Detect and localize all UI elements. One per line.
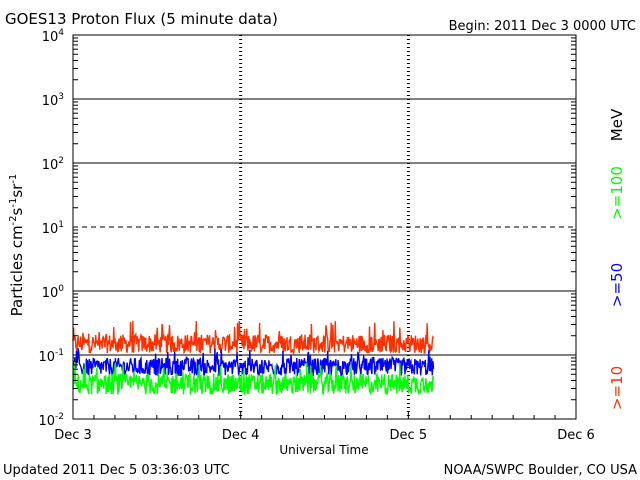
x-tick-label: Dec 5	[390, 428, 428, 443]
y-tick-label: 100	[42, 284, 65, 301]
x-tick-label: Dec 6	[557, 428, 595, 443]
source-label: NOAA/SWPC Boulder, CO USA	[444, 463, 637, 478]
legend: >=10 >=50 >=100 MeV	[608, 108, 626, 410]
y-tick-labels: 10-2 10-1 100 101 102 103 104	[38, 28, 576, 429]
chart-title: GOES13 Proton Flux (5 minute data)	[5, 10, 278, 28]
x-tick-label: Dec 3	[54, 428, 92, 443]
legend-entry: >=10	[608, 366, 626, 410]
y-tick-label: 101	[42, 220, 64, 237]
plot-series	[72, 320, 435, 395]
series-line	[72, 361, 435, 395]
x-tick-labels: Dec 3 Dec 4 Dec 5 Dec 6	[54, 411, 595, 443]
y-axis-label: Particles cm-2s-1sr-1	[8, 174, 26, 317]
legend-entry: >=50	[608, 263, 626, 307]
x-axis-label: Universal Time	[279, 443, 368, 457]
y-tick-label: 103	[42, 92, 64, 109]
y-tick-label: 10-1	[38, 348, 64, 365]
y-tick-label: 102	[42, 156, 64, 173]
y-tick-label: 104	[42, 28, 65, 45]
plot-grid	[73, 35, 576, 419]
series-line	[72, 348, 435, 377]
y-tick-label: 10-2	[38, 412, 64, 429]
begin-label: Begin: 2011 Dec 3 0000 UTC	[449, 19, 636, 34]
legend-unit: MeV	[608, 108, 626, 141]
series-line	[72, 320, 435, 356]
updated-label: Updated 2011 Dec 5 03:36:03 UTC	[3, 463, 230, 478]
legend-entry: >=100	[608, 166, 626, 220]
x-tick-label: Dec 4	[222, 428, 260, 443]
